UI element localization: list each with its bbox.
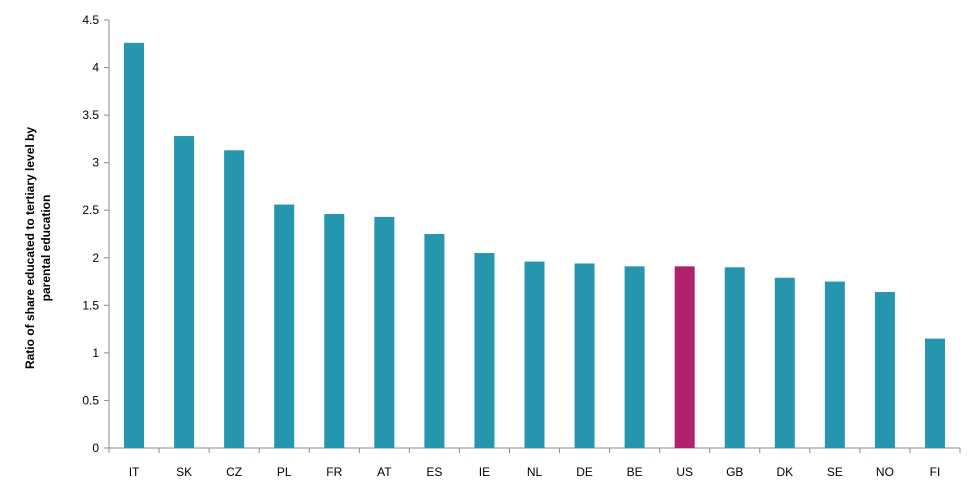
x-tick-label: US bbox=[676, 465, 693, 479]
bar-dk bbox=[774, 277, 795, 448]
x-tick-label: ES bbox=[426, 465, 442, 479]
x-tick-label: SK bbox=[176, 465, 192, 479]
x-tick-label: SE bbox=[827, 465, 843, 479]
x-tick-label: DK bbox=[776, 465, 793, 479]
x-tick-label: DE bbox=[576, 465, 593, 479]
plot-area: 0 0.5 1 1.5 2 2.5 3 3.5 4 4.5 IT SK CZ PL FR AT ES IE NL DE… bbox=[82, 13, 961, 479]
x-tick-label: FI bbox=[930, 465, 941, 479]
bar-es bbox=[424, 234, 445, 448]
bar-sk bbox=[174, 136, 195, 448]
y-tick-label: 2 bbox=[92, 251, 99, 265]
y-tick-label: 3.5 bbox=[82, 108, 99, 122]
x-tick-label: GB bbox=[726, 465, 743, 479]
bar-be bbox=[624, 266, 645, 448]
x-tick-label: FR bbox=[326, 465, 342, 479]
y-tick-label: 0 bbox=[92, 441, 99, 455]
y-tick-label: 0.5 bbox=[82, 393, 99, 407]
bar-nl bbox=[524, 261, 545, 448]
y-tick-label: 4 bbox=[92, 61, 99, 75]
x-tick-label: NO bbox=[876, 465, 894, 479]
y-tick-label: 3 bbox=[92, 156, 99, 170]
bar-fi bbox=[924, 338, 945, 448]
bar-us bbox=[674, 266, 695, 448]
bar-it bbox=[124, 42, 145, 449]
y-axis-title: Ratio of share educated to tertiary leve… bbox=[23, 127, 53, 369]
bar-de bbox=[574, 263, 595, 448]
y-axis-title-line-1: Ratio of share educated to tertiary leve… bbox=[23, 127, 37, 369]
bar-no bbox=[874, 292, 895, 448]
bar-gb bbox=[724, 267, 745, 448]
x-tick-label: CZ bbox=[226, 465, 242, 479]
bar-se bbox=[824, 281, 845, 448]
x-tick-label: NL bbox=[527, 465, 543, 479]
bar-fr bbox=[324, 214, 345, 448]
y-tick-label: 1 bbox=[92, 346, 99, 360]
y-axis-title-line-2: parental education bbox=[39, 195, 53, 302]
bar-ie bbox=[474, 253, 495, 448]
x-tick-label: IE bbox=[479, 465, 490, 479]
x-tick-label: IT bbox=[129, 465, 140, 479]
x-tick-label: BE bbox=[627, 465, 643, 479]
y-tick-label: 2.5 bbox=[82, 203, 99, 217]
y-tick-label: 1.5 bbox=[82, 298, 99, 312]
bar-pl bbox=[274, 204, 295, 448]
y-tick-label: 4.5 bbox=[82, 13, 99, 27]
bar-at bbox=[374, 216, 395, 448]
x-tick-label: AT bbox=[377, 465, 392, 479]
x-tick-label: PL bbox=[277, 465, 292, 479]
bar-cz bbox=[224, 150, 245, 448]
